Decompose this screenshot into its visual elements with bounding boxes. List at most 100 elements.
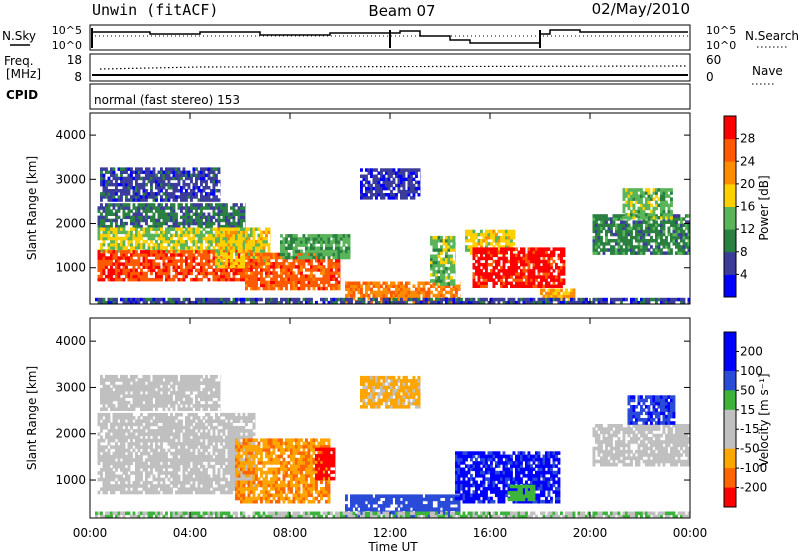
heatmap-cell [102,490,106,495]
heatmap-cell [322,234,326,238]
heatmap-cell [367,284,371,288]
heatmap-cell [450,297,453,302]
heatmap-cell [600,300,603,305]
heatmap-cell [172,243,176,247]
heatmap-cell [127,203,131,207]
heatmap-cell [572,291,576,296]
heatmap-cell [147,209,151,213]
heatmap-cell [140,277,143,282]
heatmap-cell [147,195,151,199]
heatmap-cell [305,268,308,272]
heatmap-cell [615,232,618,237]
heatmap-cell [172,259,176,263]
heatmap-cell [122,179,126,184]
heatmap-cell [667,242,671,246]
heatmap-cell [235,300,238,305]
heatmap-cell [337,234,341,238]
heatmap-cell [162,297,166,302]
heatmap-cell [445,276,448,280]
heatmap-cell [305,249,308,254]
heatmap-cell [440,282,443,286]
heatmap-cell [180,227,183,231]
heatmap-cell [177,189,181,193]
nave-label: Nave [752,64,783,78]
heatmap-cell [182,221,186,226]
heatmap-cell [410,290,413,295]
heatmap-cell [195,179,198,184]
heatmap-cell [110,484,113,488]
heatmap-cell [667,226,671,231]
heatmap-cell [200,212,203,216]
heatmap-cell [647,200,651,204]
heatmap-cell [297,265,301,269]
heatmap-cell [130,458,133,462]
heatmap-cell [285,240,288,244]
heatmap-cell [495,239,498,243]
heatmap-cell [205,218,208,223]
heatmap-cell [205,203,208,207]
heatmap-cell [170,297,173,302]
heatmap-cell [487,275,491,279]
heatmap-cell [452,245,456,249]
heatmap-cell [167,230,171,235]
heatmap-cell [102,176,106,181]
heatmap-cell [645,191,648,195]
heatmap-cell [132,277,136,282]
heatmap-cell [285,258,288,263]
heatmap-cell [512,272,516,276]
heatmap-cell [190,253,193,257]
heatmap-cell [642,194,646,198]
heatmap-cell [255,283,258,288]
heatmap-cell [152,212,156,216]
heatmap-cell [682,248,686,252]
heatmap-cell [105,182,108,187]
heatmap-cell [207,176,211,181]
heatmap-cell [602,297,606,302]
heatmap-cell [202,170,206,174]
heatmap-cell [137,442,141,446]
heatmap-cell [222,243,226,247]
heatmap-cell [180,230,183,235]
heatmap-cell [592,235,596,240]
heatmap-cell [325,243,328,247]
heatmap-cell [115,239,118,244]
heatmap-cell [195,297,198,302]
heatmap-cell [200,249,203,253]
heatmap-cell [115,412,118,417]
heatmap-cell [432,284,436,288]
heatmap-cell [482,300,486,305]
heatmap-cell [235,236,238,241]
heatmap-cell [685,223,688,227]
heatmap-cell [165,206,168,210]
heatmap-cell [282,240,286,244]
heatmap-cell [680,251,683,255]
heatmap-cell [232,227,236,231]
heatmap-cell [150,438,153,443]
heatmap-cell [150,429,153,433]
heatmap-cell [305,277,308,281]
heatmap-cell [100,221,103,226]
heatmap-cell [355,287,358,292]
heatmap-cell [307,240,311,244]
heatmap-cell [205,206,208,210]
heatmap-cell [635,297,638,302]
heatmap-cell [477,266,481,270]
heatmap-cell [150,215,153,220]
heatmap-cell [127,182,131,187]
heatmap-cell [505,235,508,240]
heatmap-cell [372,290,376,295]
heatmap-cell [157,297,161,302]
heatmap-cell [177,170,181,174]
heatmap-cell [212,212,216,216]
heatmap-cell [127,458,131,462]
heatmap-cell [150,186,153,190]
heatmap-cell [402,296,406,301]
heatmap-cell [237,236,241,241]
velocity-heatmap [95,374,691,519]
heatmap-cell [667,188,671,192]
heatmap-cell [335,255,338,260]
heatmap-cell [220,239,223,244]
heatmap-cell [140,274,143,279]
heatmap-cell [362,300,366,305]
heatmap-cell [112,435,116,440]
